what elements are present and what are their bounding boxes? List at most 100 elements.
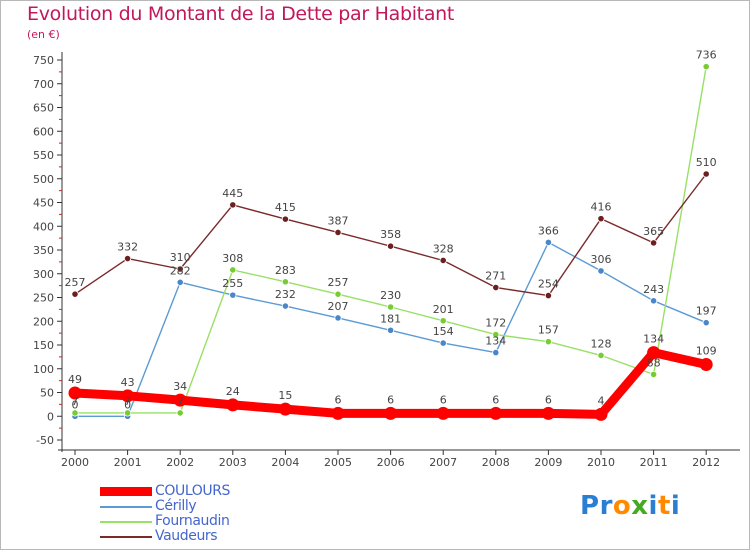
- data-point: [176, 265, 184, 273]
- data-label: 43: [121, 376, 135, 389]
- x-tick-label: 2009: [534, 456, 562, 469]
- data-label: 49: [68, 373, 82, 386]
- logo-letter: i: [670, 491, 681, 521]
- data-label: 736: [696, 49, 717, 62]
- data-point: [334, 228, 342, 237]
- legend-swatch: [100, 536, 152, 538]
- data-point: [386, 242, 395, 250]
- y-tick-label: 450: [33, 197, 54, 210]
- logo-letter: i: [648, 491, 658, 521]
- y-tick-label: 700: [33, 78, 54, 91]
- data-label: 232: [275, 288, 296, 301]
- data-point: [544, 238, 553, 246]
- data-point: [699, 357, 713, 371]
- legend-item: Vaudeurs: [100, 529, 360, 544]
- data-point: [439, 256, 447, 265]
- y-tick-label: 350: [33, 244, 54, 257]
- data-point: [541, 406, 555, 420]
- legend: COULOURS Cérilly Fournaudin Vaudeurs: [100, 484, 360, 544]
- data-label: 0: [124, 398, 131, 411]
- data-point: [489, 406, 503, 420]
- data-point: [281, 278, 289, 286]
- data-point: [597, 267, 605, 275]
- data-point: [278, 402, 292, 416]
- data-point: [173, 393, 187, 407]
- x-tick-label: 2011: [640, 456, 668, 469]
- y-tick-label: 750: [33, 54, 54, 67]
- data-label: 7: [124, 395, 131, 408]
- legend-label: Vaudeurs: [155, 528, 218, 544]
- data-label: 366: [538, 224, 559, 237]
- data-label: 88: [647, 356, 661, 369]
- data-point: [176, 278, 184, 286]
- logo-letter: r: [599, 491, 613, 521]
- data-label: 306: [591, 253, 612, 266]
- x-tick-label: 2005: [324, 456, 352, 469]
- data-point: [124, 409, 132, 417]
- data-label: 134: [643, 333, 664, 346]
- data-label: 34: [173, 380, 187, 393]
- data-label: 154: [433, 325, 454, 338]
- y-tick-label: 300: [33, 268, 54, 281]
- data-point: [492, 283, 500, 292]
- data-label: 6: [545, 393, 552, 406]
- data-point: [649, 297, 658, 305]
- y-tick-label: 600: [33, 125, 54, 138]
- data-point: [124, 254, 132, 263]
- x-tick-label: 2012: [692, 456, 720, 469]
- legend-swatch: [100, 487, 152, 496]
- data-point: [647, 346, 661, 360]
- legend-item: Fournaudin: [100, 514, 360, 529]
- data-label: 328: [433, 242, 454, 255]
- data-point: [121, 389, 135, 403]
- data-point: [384, 406, 398, 420]
- data-point: [334, 314, 342, 322]
- data-point: [649, 370, 658, 379]
- data-label: 271: [485, 270, 506, 283]
- legend-swatch: [100, 521, 152, 523]
- x-tick-label: 2001: [114, 456, 142, 469]
- proxiti-logo: Proxiti: [580, 491, 680, 521]
- data-point: [229, 201, 237, 209]
- data-point: [544, 338, 553, 346]
- data-point: [597, 351, 605, 360]
- data-point: [331, 406, 345, 420]
- x-tick-label: 2010: [587, 456, 615, 469]
- data-label: 365: [643, 225, 664, 238]
- data-label: 387: [328, 214, 349, 227]
- data-point: [597, 215, 605, 223]
- data-label: 6: [492, 393, 499, 406]
- y-tick-label: 0: [47, 410, 54, 423]
- y-tick-label: 250: [33, 292, 54, 305]
- legend-item: COULOURS: [100, 484, 360, 499]
- data-point: [68, 386, 82, 400]
- logo-letter: o: [612, 491, 632, 521]
- data-point: [386, 326, 395, 334]
- data-label: 15: [278, 389, 292, 402]
- data-label: 332: [117, 241, 138, 254]
- data-label: 7: [177, 395, 184, 408]
- legend-label: COULOURS: [155, 483, 231, 499]
- data-label: 415: [275, 201, 296, 214]
- data-label: 310: [170, 251, 191, 264]
- data-point: [702, 319, 710, 327]
- data-label: 6: [387, 393, 394, 406]
- data-label: 445: [222, 187, 243, 200]
- data-point: [492, 330, 500, 339]
- data-point: [649, 239, 658, 247]
- data-point: [176, 409, 184, 417]
- y-tick-label: 50: [40, 387, 54, 400]
- data-label: 4: [598, 394, 605, 407]
- data-point: [594, 407, 608, 421]
- data-point: [436, 406, 450, 420]
- data-point: [544, 291, 553, 300]
- data-point: [229, 291, 237, 299]
- data-label: 201: [433, 303, 454, 316]
- data-point: [334, 290, 342, 298]
- x-tick-label: 2007: [429, 456, 457, 469]
- x-tick-label: 2004: [271, 456, 299, 469]
- data-label: 282: [170, 264, 191, 277]
- data-label: 254: [538, 278, 559, 291]
- data-point: [702, 170, 710, 178]
